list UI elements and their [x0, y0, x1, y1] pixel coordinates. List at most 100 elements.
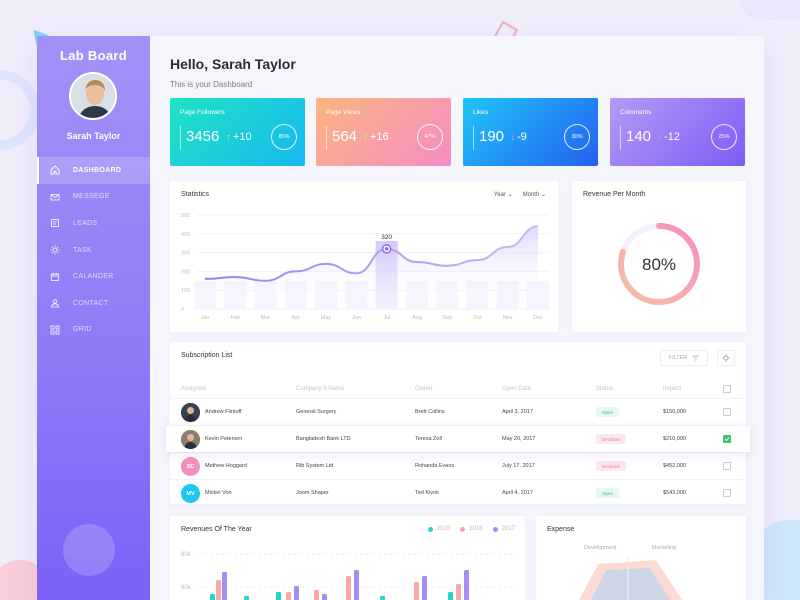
sidebar-item-label: DASHBOARD	[73, 166, 122, 174]
sidebar-item-task[interactable]: TASK	[37, 237, 150, 264]
owner-name: Rohanda Evans	[415, 463, 455, 469]
column-bar[interactable]	[322, 594, 327, 600]
column-header[interactable]: Company b Name	[296, 386, 345, 392]
sidebar-item-label: GRID	[73, 326, 92, 334]
chevron-down-icon: ⌄	[507, 192, 513, 198]
column-bar[interactable]	[346, 576, 351, 600]
arrow-up-icon: ↑	[226, 132, 231, 143]
sidebar-item-calander[interactable]: CALANDER	[37, 263, 150, 290]
row-checkbox[interactable]	[723, 489, 731, 497]
column-bar[interactable]	[286, 592, 291, 600]
legend-item: 2015	[427, 526, 450, 532]
column-bar[interactable]	[422, 576, 427, 600]
select-all-checkbox[interactable]	[723, 385, 731, 393]
column-bar[interactable]	[244, 596, 249, 600]
stat-card-likes[interactable]: Likes 190 ↓ -9 30%	[463, 98, 598, 166]
mail-icon	[49, 191, 61, 203]
avatar-initials: SC	[186, 463, 195, 470]
column-bar[interactable]	[276, 592, 281, 600]
sidebar-item-messege[interactable]: MESSEGE	[37, 184, 150, 211]
status-badge: Declined	[596, 461, 626, 471]
stat-card-page-followers[interactable]: Page Followers 3456 ↑ +10 85%	[170, 98, 305, 166]
leads-icon	[49, 217, 61, 229]
column-bar[interactable]	[314, 590, 319, 600]
x-tick-label: Aug	[412, 315, 422, 321]
column-header[interactable]: Open Date	[502, 386, 532, 392]
avatar[interactable]	[69, 72, 117, 120]
column-bar[interactable]	[354, 570, 359, 600]
column-bar[interactable]	[448, 592, 453, 600]
y-tick-label: 500	[181, 213, 190, 219]
stat-card-comments[interactable]: Comments 140 ↓ -12 25%	[610, 98, 745, 166]
table-row[interactable]: Kevin Petersen Bangladesh Bank LTD Teres…	[166, 425, 750, 452]
column-bar[interactable]	[414, 582, 419, 600]
chevron-down-icon: ⌄	[540, 192, 546, 198]
y-tick-label: 80k	[181, 552, 192, 558]
avatar-photo	[181, 430, 200, 449]
panel-title: Expense	[547, 526, 575, 533]
month-dropdown[interactable]: Month ⌄	[523, 191, 546, 198]
stat-percent-ring: 30%	[564, 124, 590, 150]
revenue-percent: 80%	[641, 255, 677, 274]
stat-title: Comments	[620, 109, 652, 116]
x-tick-label: Oct	[473, 315, 482, 321]
avatar	[181, 403, 200, 422]
series-line	[204, 225, 539, 282]
status-badge: Open	[596, 488, 620, 498]
column-bar[interactable]	[464, 570, 469, 600]
sidebar-item-grid[interactable]: GRID	[37, 317, 150, 344]
task-icon	[49, 244, 61, 256]
filter-icon	[692, 355, 700, 361]
column-bar[interactable]	[210, 594, 215, 600]
column-bar[interactable]	[222, 572, 227, 600]
open-date: May 20, 2017	[502, 436, 536, 442]
sidebar-item-label: CALANDER	[73, 273, 114, 281]
sidebar-item-leads[interactable]: LEADS	[37, 210, 150, 237]
radar-area	[591, 568, 671, 600]
table-row[interactable]: Andrew Flintoff General Surgery Brett Co…	[170, 398, 746, 425]
row-checkbox[interactable]	[723, 435, 731, 443]
month-dropdown-label: Month	[522, 192, 540, 198]
column-bar[interactable]	[216, 580, 221, 600]
table-row[interactable]: MV Mickel Von Joom Shaper Ted Kivok Apri…	[170, 479, 746, 506]
settings-button[interactable]	[717, 350, 735, 366]
y-tick-label: 200	[181, 269, 190, 275]
filter-button[interactable]: FILTER	[660, 350, 708, 366]
column-bar[interactable]	[380, 596, 385, 600]
sidebar-item-dashboard[interactable]: DASHBOARD	[37, 157, 150, 184]
chart-legend: 2015 2016 2017	[427, 526, 515, 532]
revenues-bar-chart: 80k 60k	[181, 552, 515, 600]
stat-card-page-views[interactable]: Page Views 564 ↑ +16 47%	[316, 98, 451, 166]
sidebar-item-contact[interactable]: CONTACT	[37, 290, 150, 317]
panel-title: Revenue Per Month	[583, 191, 646, 198]
home-icon	[49, 164, 61, 176]
arrow-down-icon: ↓	[657, 132, 662, 143]
avatar: MV	[181, 484, 200, 503]
stat-percent: 47%	[424, 134, 436, 140]
x-tick-label: Mar	[261, 315, 271, 321]
divider	[180, 126, 181, 150]
column-header[interactable]: Impact	[663, 386, 682, 392]
expense-panel: Expense Development Marketing	[536, 516, 746, 600]
y-tick-label: 300	[181, 251, 190, 257]
year-dropdown-label: Year	[493, 192, 506, 198]
stat-value: 140	[626, 128, 652, 145]
open-date: April 3, 2017	[502, 409, 533, 415]
company-name: General Surgery	[296, 409, 337, 415]
legend-label: 2016	[469, 526, 483, 532]
column-bar[interactable]	[294, 586, 299, 600]
grid-icon	[49, 324, 61, 336]
table-row[interactable]: SC Methew Hoggard Rib System Ltd Rohanda…	[170, 452, 746, 479]
y-tick-label: 60k	[181, 585, 192, 591]
page-subtitle: This is your Dashboard	[170, 80, 253, 89]
column-header[interactable]: Status	[596, 386, 614, 392]
statistics-chart: 320 0 100 200 300 400 500 Jan Feb Mar Apr May Jun Ju…	[181, 213, 549, 321]
column-header[interactable]: Assigned	[181, 386, 206, 392]
column-bar[interactable]	[456, 584, 461, 600]
column-header[interactable]: Owner	[415, 386, 433, 392]
divider	[473, 126, 474, 150]
legend-item: 2016	[460, 526, 483, 532]
row-checkbox[interactable]	[723, 408, 731, 416]
row-checkbox[interactable]	[723, 462, 731, 470]
year-dropdown[interactable]: Year ⌄	[494, 191, 513, 198]
